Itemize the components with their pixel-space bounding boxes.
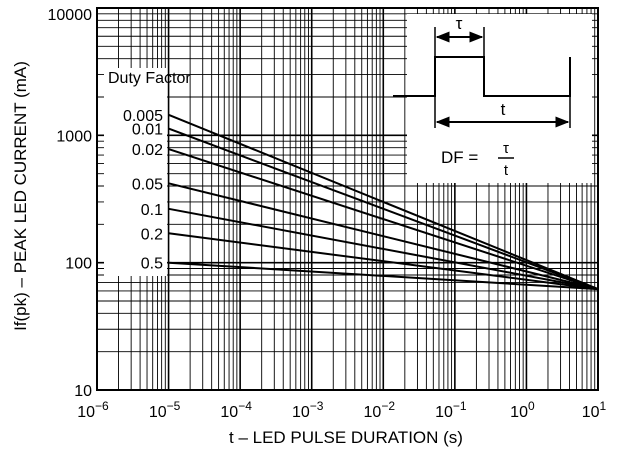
df-formula-denominator: t (504, 162, 509, 179)
df-formula-lhs: DF = (441, 148, 478, 167)
series-line (168, 113, 599, 291)
series-label: 0.1 (141, 202, 163, 219)
plot-frame (96, 7, 599, 391)
x-tick-label: 100 (510, 399, 535, 421)
x-tick-label: 10−3 (292, 399, 324, 421)
y-axis-title: If(pk) – PEAK LED CURRENT (mA) (11, 61, 30, 331)
tau-label: τ (456, 14, 463, 33)
x-tick-label: 101 (582, 399, 607, 421)
series-label: 0.01 (132, 122, 163, 139)
series-line (168, 232, 599, 291)
series-line (168, 261, 599, 291)
y-tick-label: 100 (65, 256, 92, 273)
series-label: 0.005 (123, 108, 163, 125)
x-tick-label: 10−6 (77, 399, 109, 421)
x-tick-label: 10−1 (435, 399, 467, 421)
y-tick-labels: 10 100 1000 10000 (48, 7, 93, 400)
y-tick-label: 10 (74, 383, 92, 400)
legend-title: Duty Factor (108, 70, 191, 87)
x-tick-label: 10−5 (149, 399, 181, 421)
x-tick-labels: 10−6 10−5 10−4 10−3 10−2 10−1 100 101 (77, 399, 606, 421)
legend-background (104, 68, 167, 276)
series-label: 0.2 (141, 226, 163, 243)
series-line (168, 207, 599, 291)
x-tick-label: 10−4 (220, 399, 252, 421)
series-label: 0.5 (141, 256, 163, 273)
x-tick-label: 10−2 (364, 399, 396, 421)
series-line (168, 182, 599, 291)
y-tick-label: 10000 (48, 7, 93, 24)
series-line (168, 127, 599, 291)
series-line (168, 148, 599, 291)
df-formula-numerator: τ (503, 140, 509, 157)
x-axis-title: t – LED PULSE DURATION (s) (229, 428, 463, 447)
series-label: 0.02 (132, 142, 163, 159)
inset-diagram: τ t DF = τ t (393, 14, 592, 183)
y-tick-label: 1000 (56, 128, 92, 145)
period-label: t (501, 100, 506, 119)
series-lines (168, 113, 599, 291)
series-label: 0.05 (132, 176, 163, 193)
